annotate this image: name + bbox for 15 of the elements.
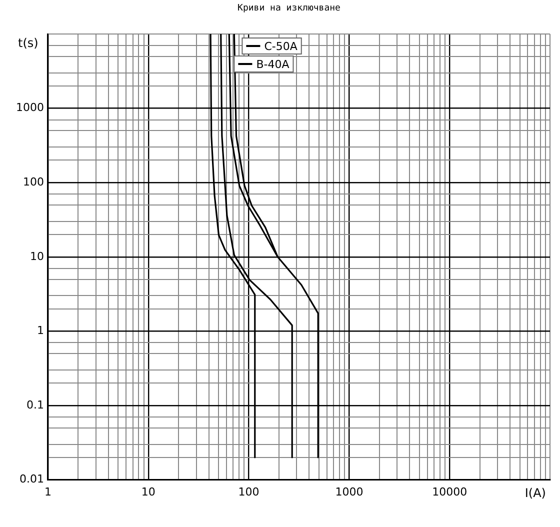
y-tick-label: 10 <box>30 250 44 263</box>
legend-label: B-40A <box>256 58 290 71</box>
chart-title: Криви на изключване <box>238 3 340 14</box>
y-tick-label: 0.1 <box>26 398 44 412</box>
x-tick-label: 10000 <box>432 485 468 498</box>
y-tick-label: 1000 <box>16 101 44 114</box>
x-axis-title: I(A) <box>524 486 546 500</box>
y-tick-label: 0.01 <box>19 472 44 486</box>
y-tick-label: 1 <box>36 324 44 338</box>
x-tick-label: 1000 <box>335 485 364 498</box>
legend-label: C-50A <box>264 40 298 53</box>
y-axis-title: t(s) <box>18 36 38 50</box>
x-tick-label: 100 <box>238 485 260 498</box>
y-tick-label: 100 <box>22 175 44 188</box>
x-tick-label: 10 <box>141 485 156 498</box>
